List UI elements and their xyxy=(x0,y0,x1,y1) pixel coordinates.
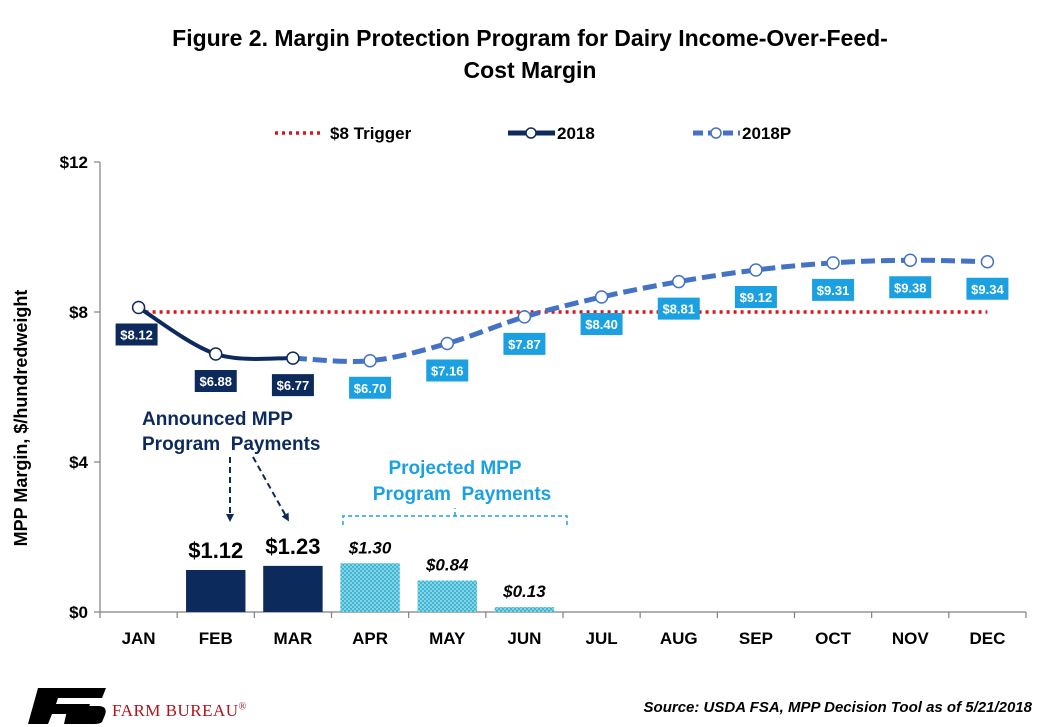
legend-label-2018: 2018 xyxy=(557,124,595,143)
point-label: $9.34 xyxy=(971,282,1004,297)
payment-bar-label: $1.12 xyxy=(188,538,243,563)
y-ticks: $0 $4 $8 $12 xyxy=(60,153,100,622)
farm-bureau-logo-icon xyxy=(28,688,106,724)
point-2018p xyxy=(672,274,686,289)
point-label-box xyxy=(115,323,158,346)
announced-label-line1: Announced MPP xyxy=(142,409,293,430)
y-tick-label: $0 xyxy=(69,603,88,622)
payment-bar-label: $0.13 xyxy=(502,582,546,601)
chart-title-line1: Figure 2. Margin Protection Program for … xyxy=(172,25,888,51)
point-label: $8.81 xyxy=(662,302,695,317)
projected-label-line2: Program Payments xyxy=(373,484,551,505)
point-2018p xyxy=(517,310,532,324)
x-tick-label: AUG xyxy=(660,629,698,648)
x-tick-label: NOV xyxy=(892,629,930,648)
x-tick-label: JAN xyxy=(122,629,156,648)
announced-arrow-mar xyxy=(252,456,289,522)
legend-label-trigger: $8 Trigger xyxy=(330,124,412,143)
payment-bar-projected xyxy=(417,580,477,612)
x-tick-label: JUL xyxy=(586,629,618,648)
point-label: $6.77 xyxy=(277,378,310,393)
series-point-labels: $8.12 $6.88 $6.77 $6.70 $7.16 $7.87 $8.40 $8.81… xyxy=(115,276,1009,399)
payment-bar-announced xyxy=(263,565,323,612)
point-2018p xyxy=(363,354,377,368)
point-label: $9.12 xyxy=(740,290,773,305)
point-label: $6.70 xyxy=(354,381,387,396)
announced-label-line2: Program Payments xyxy=(142,434,320,455)
point-label-box xyxy=(812,278,855,301)
point-label: $7.87 xyxy=(508,337,541,352)
chart-title: Figure 2. Margin Protection Program for … xyxy=(0,22,1060,86)
payment-bar-announced xyxy=(186,570,246,612)
point-label-box xyxy=(657,297,700,320)
point-2018 xyxy=(286,351,300,365)
x-tick-label: APR xyxy=(352,629,388,648)
legend-marker-2018 xyxy=(525,127,537,139)
point-2018 xyxy=(131,300,146,315)
payment-bar-label: $1.30 xyxy=(348,538,392,557)
point-label-box xyxy=(734,286,777,308)
legend: $8 Trigger 2018 2018P xyxy=(275,124,791,143)
payment-bar-projected xyxy=(340,563,400,612)
point-2018p xyxy=(749,263,763,277)
y-tick-label: $8 xyxy=(69,303,88,322)
brand-mark: ® xyxy=(238,701,247,713)
point-label: $9.31 xyxy=(817,283,850,298)
point-label: $6.88 xyxy=(199,374,232,389)
x-ticks: JAN FEB MAR APR MAY JUN JUL AUG SEP OCT NOV DEC xyxy=(99,612,1027,648)
point-label-box xyxy=(580,313,623,335)
point-label-box xyxy=(194,370,237,392)
point-2018p xyxy=(440,336,454,351)
y-tick-label: $4 xyxy=(69,453,88,472)
announced-annotation: Announced MPP Program Payments xyxy=(142,409,320,522)
point-label: $8.40 xyxy=(585,317,618,332)
point-label-box xyxy=(271,374,314,397)
point-label: $7.16 xyxy=(431,364,464,379)
point-2018 xyxy=(209,347,223,361)
brand-name: FARM BUREAU® xyxy=(112,701,247,721)
point-2018p xyxy=(903,253,917,267)
point-label-box xyxy=(889,276,932,299)
series-line-2018p xyxy=(292,257,988,364)
x-tick-label: JUN xyxy=(507,629,541,648)
legend-label-2018p: 2018P xyxy=(742,124,791,143)
projected-annotation: Projected MPP Program Payments xyxy=(342,458,568,525)
point-label: $9.38 xyxy=(894,280,927,295)
y-tick-label: $12 xyxy=(60,153,88,172)
point-2018p xyxy=(594,290,609,304)
x-tick-label: OCT xyxy=(815,629,852,648)
source-note: Source: USDA FSA, MPP Decision Tool as o… xyxy=(643,699,1032,716)
x-tick-label: DEC xyxy=(969,629,1005,648)
x-tick-label: FEB xyxy=(199,629,233,648)
payment-bar-projected xyxy=(494,607,555,612)
payment-bar-label: $0.84 xyxy=(425,556,469,575)
payment-bar-label: $1.23 xyxy=(265,534,320,559)
point-label-box xyxy=(349,376,392,399)
chart-title-line2: Cost Margin xyxy=(463,57,597,83)
point-label: $8.12 xyxy=(120,328,153,343)
projected-bracket xyxy=(342,508,568,525)
point-label-box xyxy=(966,277,1009,300)
point-label-box xyxy=(426,359,469,382)
y-axis-label: MPP Margin, $/hundredweight xyxy=(11,290,31,547)
x-tick-label: MAR xyxy=(274,629,313,648)
series-points xyxy=(131,253,995,368)
point-label-box xyxy=(503,332,546,355)
legend-marker-2018p xyxy=(710,127,722,139)
x-tick-label: SEP xyxy=(739,629,773,648)
point-2018p xyxy=(826,256,840,270)
payment-bars: $1.12 $1.23 $1.30 $0.84 $0.13 xyxy=(186,534,555,612)
x-tick-label: MAY xyxy=(429,629,466,648)
projected-label-line1: Projected MPP xyxy=(388,458,521,479)
brand-text: FARM BUREAU xyxy=(112,701,239,720)
point-2018p xyxy=(980,255,995,269)
